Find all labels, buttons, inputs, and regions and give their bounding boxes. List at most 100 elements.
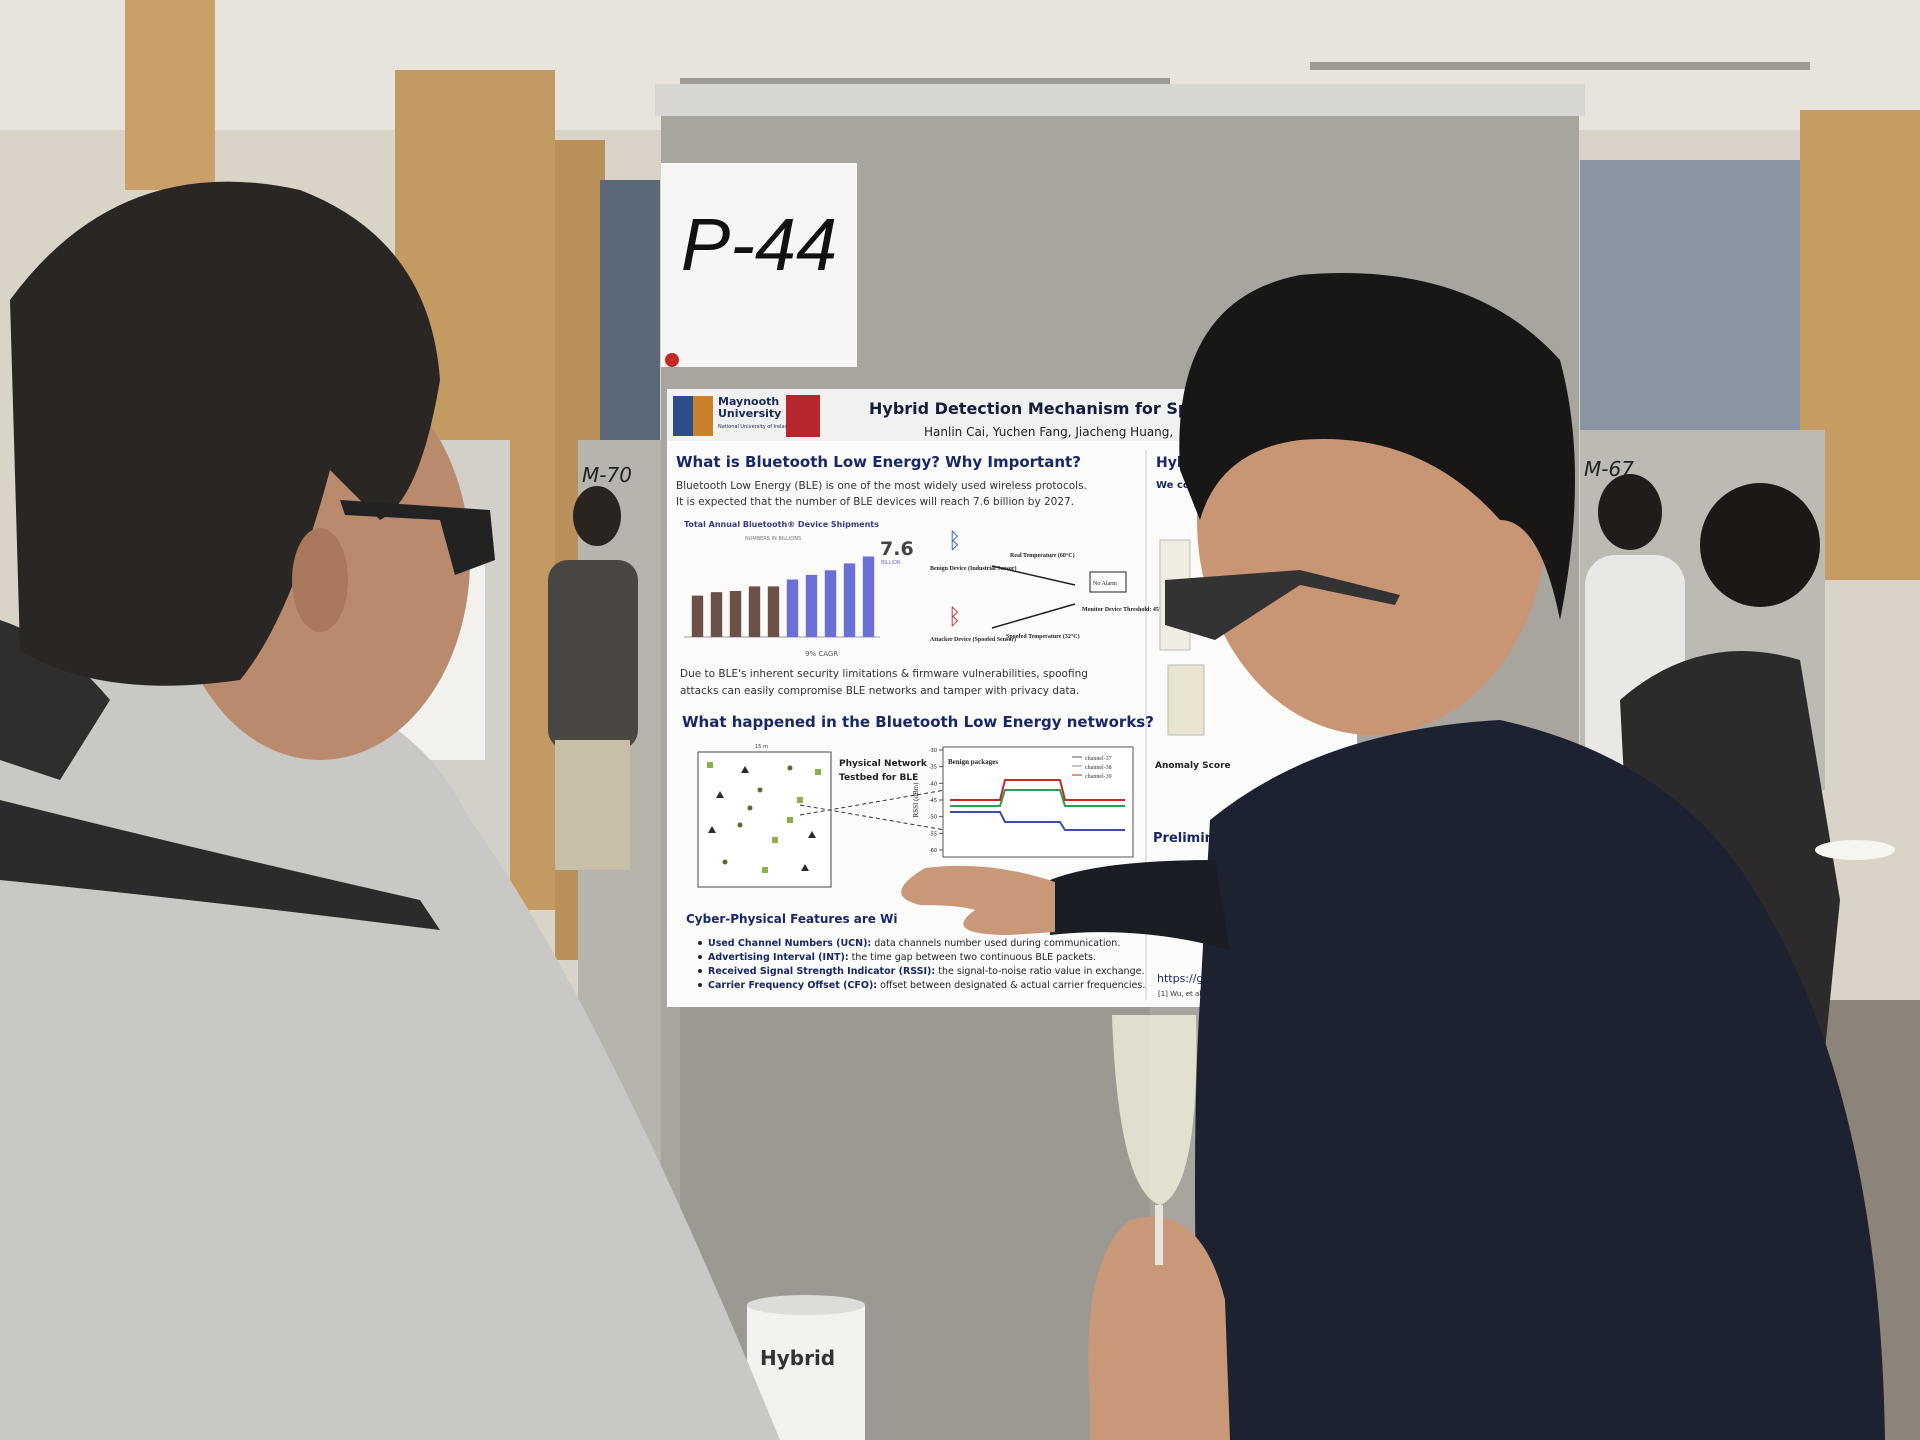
rssi-frame [942,746,1134,858]
bluetooth-icon: ᛒ [948,605,961,630]
node [757,787,763,793]
legend-label: channel-38 [1085,765,1112,771]
window-screen [1580,160,1810,430]
link-line [799,789,946,831]
link: https://g [1157,972,1203,985]
rssi-title: Benign packages [948,758,998,766]
rssi-axis-label: RSSI (dBm) [912,782,920,817]
backpack-strap [0,800,440,930]
logo-shield [693,396,713,436]
rssi-trace [950,779,1125,801]
bullet-term: Advertising Interval (INT): [708,952,849,963]
node [801,864,809,871]
bar [767,586,780,637]
bar [748,586,761,637]
glasses [1165,570,1400,640]
board-top [655,84,1585,116]
node [747,805,753,811]
rssi-tick-label: -55 [929,831,937,837]
leaflet-text: Hybrid [760,1346,835,1370]
bar [843,563,856,637]
section-heading: Cyber-Physical Features are Wi [686,912,897,926]
sticker [665,353,679,367]
logo-subtext: National University of Ireland Maynooth [718,424,817,430]
bar [729,591,742,637]
spoofing-diagram: ᛒ ᛒ Benign Device (Industrial Sensor) Re… [930,529,1166,643]
leaflet-holder-rim [747,1295,865,1315]
bar [824,570,837,637]
chart-headline: 7.6 [880,538,914,560]
vent [1310,62,1810,70]
backpack [0,620,110,780]
arrow [991,565,1076,586]
node [741,766,749,773]
bullet-dot [698,955,702,959]
rssi-tick-label: -35 [929,765,937,771]
background-person-body [548,560,638,750]
person-right [901,273,1885,1440]
wood-panel [125,0,215,190]
diagram-label: No Alarm [1093,581,1117,587]
diagram-label: Real Temperature (60°C) [1010,552,1075,559]
background-person-head [573,486,621,546]
poster-title: Hybrid Detection Mechanism for Spoofi [869,399,1223,418]
diagram-label: Attacker Device (Spoofed Sensor) [930,636,1016,643]
background-person-head [1700,483,1820,607]
node [762,867,768,873]
body-text: It is expected that the number of BLE de… [676,496,1074,508]
rssi-trace [950,789,1125,807]
hoodie [1195,720,1885,1440]
bullet: Carrier Frequency Offset (CFO): offset b… [708,980,1145,991]
body-text: Bluetooth Low Energy (BLE) is one of the… [676,480,1087,492]
logo-text: Maynooth [718,395,779,408]
diagram-label: Spoofed Temperature (32°C) [1006,633,1080,640]
rssi-tick-label: -45 [929,798,937,804]
map-nodes [707,762,946,873]
node [797,797,803,803]
sleeve [1050,860,1230,950]
bar [710,592,723,637]
glass-stem [1155,1205,1163,1265]
bullet: Received Signal Strength Indicator (RSSI… [708,966,1144,977]
arrow [991,603,1076,629]
figure-fragment [1167,664,1205,736]
rssi-chart: Benign packages RSSI (dBm) -30 -35 -40 -45 -… [912,746,1134,858]
bullet-dot [698,969,702,973]
bullet-text: the signal-to-noise ratio value in excha… [935,966,1144,977]
background-person-legs [555,740,630,870]
plate [1815,840,1895,860]
chart-headline-unit: BILLION [881,560,901,566]
legend-label: channel-39 [1085,774,1112,780]
bar [786,579,799,637]
bullet-text: data channels number used during communi… [871,938,1120,949]
testbed-map [697,751,832,888]
shipments-chart: Total Annual Bluetooth® Device Shipments… [684,520,914,658]
bluetooth-icon: ᛒ [948,529,961,554]
crest [786,395,820,437]
bullet-term: Used Channel Numbers (UCN): [708,938,871,949]
section-heading: What is Bluetooth Low Energy? Why Import… [676,453,1081,471]
chart-cagr: 9% CAGR [805,650,838,658]
rssi-tick-label: -60 [929,848,937,854]
ear [292,528,348,632]
rssi-tick-label: -50 [929,815,937,821]
node [772,837,778,843]
chart-subtitle: NUMBERS IN BILLIONS [745,536,801,542]
testbed-label: Physical Network [839,759,928,769]
glasses [340,500,495,575]
node [815,769,821,775]
person-left [0,181,780,1440]
node [737,822,743,828]
bullet-dot [698,941,702,945]
rssi-tick-label: -30 [929,748,937,754]
bullet-text: offset between designated & actual carri… [877,980,1145,991]
reference: [1] Wu, et al, BlueShiel [1158,990,1238,998]
node [708,826,716,833]
vent [680,78,1170,86]
diagram-label: Monitor Device Threshold: 45°C [1082,606,1166,613]
bullet: Used Channel Numbers (UCN): data channel… [708,938,1120,949]
pointing-hand [901,865,1055,935]
node [707,762,713,768]
